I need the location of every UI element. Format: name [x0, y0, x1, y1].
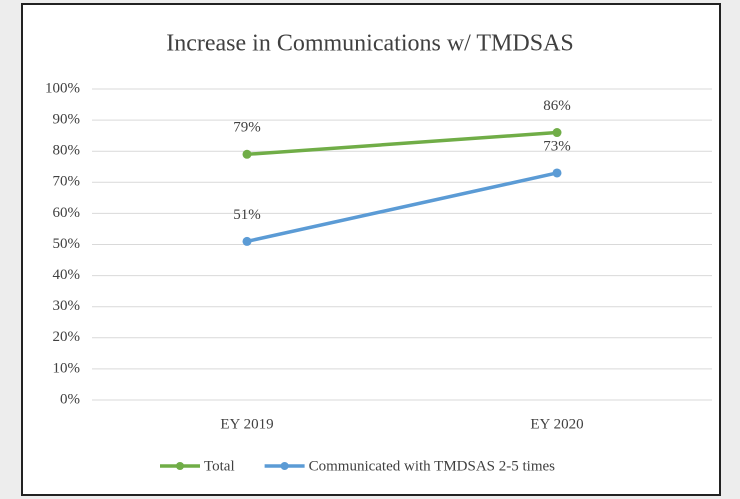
chart-frame	[21, 3, 721, 496]
y-tick-label: 50%	[53, 236, 81, 252]
data-label: 86%	[543, 98, 571, 114]
data-point	[552, 168, 562, 178]
y-tick-label: 40%	[53, 267, 81, 283]
data-point	[242, 149, 252, 159]
data-label: 79%	[233, 120, 261, 136]
y-tick-label: 90%	[53, 112, 81, 128]
series-line	[246, 171, 558, 244]
x-tick-label: EY 2020	[530, 416, 583, 432]
data-point	[552, 128, 562, 138]
data-label: 51%	[233, 207, 261, 223]
chart-title: Increase in Communications w/ TMDSAS	[166, 31, 574, 57]
series-line	[246, 130, 558, 157]
data-label: 73%	[543, 138, 571, 154]
data-point	[242, 236, 252, 246]
y-tick-label: 10%	[53, 360, 81, 376]
y-tick-label: 80%	[53, 143, 81, 159]
legend-marker	[280, 462, 289, 470]
y-tick-label: 100%	[45, 80, 80, 96]
y-tick-label: 60%	[53, 205, 81, 221]
legend-label: Total	[204, 458, 235, 474]
x-tick-label: EY 2019	[220, 416, 273, 432]
y-tick-label: 20%	[53, 329, 81, 345]
y-tick-label: 30%	[53, 298, 81, 314]
legend-marker	[176, 462, 184, 470]
y-tick-label: 0%	[60, 391, 80, 407]
y-tick-label: 70%	[53, 174, 81, 190]
legend-label: Communicated with TMDSAS 2-5 times	[309, 458, 556, 474]
